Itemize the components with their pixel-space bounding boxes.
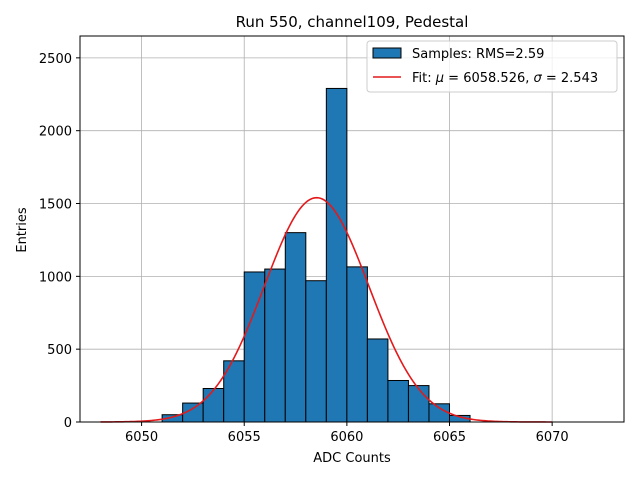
histogram-bar — [305, 280, 327, 423]
legend-fit-mu-value: = 6058.526, — [444, 71, 533, 86]
legend-fit-sigma-value: = 2.543 — [542, 71, 598, 86]
histogram-bar — [346, 266, 368, 423]
x-tick-label: 6065 — [433, 430, 466, 445]
y-tick-label: 2000 — [39, 125, 72, 140]
x-tick-label: 6060 — [330, 430, 363, 445]
fit-curve-group — [100, 196, 553, 423]
legend-fit-mu-symbol: μ — [435, 71, 444, 86]
histogram-bar — [428, 403, 451, 423]
legend: Samples: RMS=2.59 Fit: μ = 6058.526, σ =… — [366, 40, 618, 93]
legend-histogram-label: Samples: RMS=2.59 — [412, 47, 544, 62]
axis-ticks: 6050 6055 6060 6065 6070 0 500 1000 1500 2000 2500 — [39, 52, 569, 445]
chart-title: Run 550, channel109, Pedestal — [236, 13, 469, 31]
y-tick-label: 500 — [47, 343, 72, 358]
y-axis-label: Entries — [15, 207, 30, 253]
y-tick-label: 1500 — [39, 198, 72, 213]
x-tick-label: 6070 — [536, 430, 569, 445]
y-tick-label: 0 — [64, 416, 72, 431]
gaussian-fit-curve — [100, 196, 553, 423]
y-tick-label: 1000 — [39, 270, 72, 285]
histogram-bar — [387, 379, 409, 423]
y-tick-label: 2500 — [39, 52, 72, 67]
x-tick-label: 6050 — [125, 430, 158, 445]
legend-fit-prefix: Fit: — [412, 71, 436, 86]
histogram-bar — [366, 338, 389, 423]
histogram-bar — [325, 87, 348, 423]
histogram-bar — [284, 232, 307, 423]
legend-fit-label: Fit: μ = 6058.526, σ = 2.543 — [412, 71, 598, 86]
legend-box — [366, 40, 618, 93]
histogram-bar — [202, 387, 225, 423]
histogram-bars — [161, 87, 471, 423]
histogram-bar — [407, 385, 430, 423]
x-axis-label: ADC Counts — [313, 451, 391, 466]
plot-frame — [79, 35, 625, 423]
histogram-bar — [264, 268, 286, 423]
legend-fit-sigma-symbol: σ — [534, 71, 543, 86]
x-tick-label: 6055 — [228, 430, 261, 445]
legend-histogram-swatch — [372, 47, 402, 59]
